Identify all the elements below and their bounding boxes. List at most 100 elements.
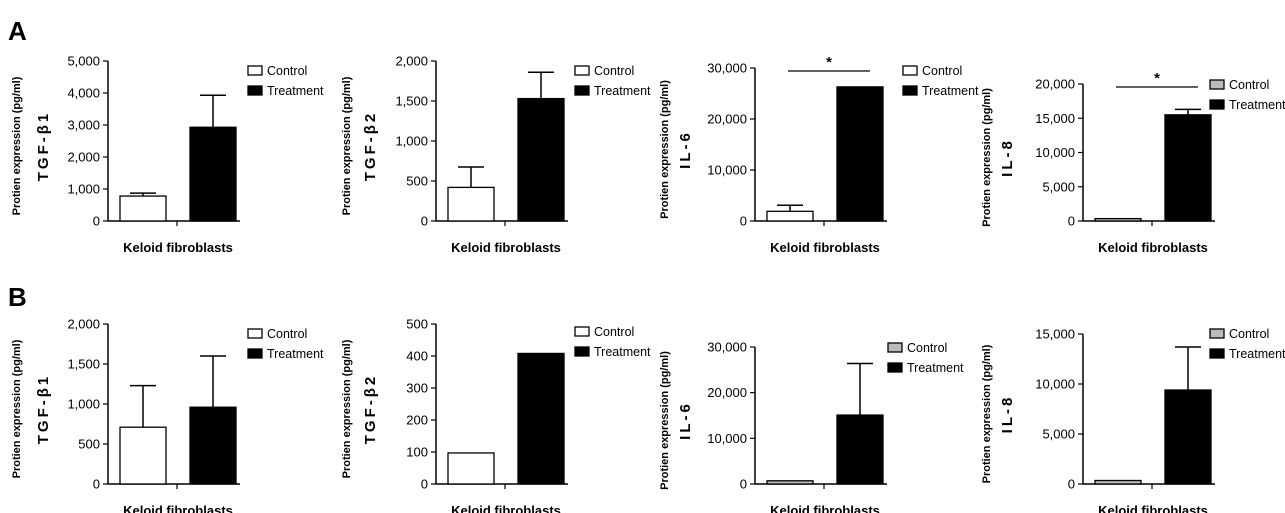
legend-label-treatment: Treatment — [922, 84, 979, 98]
legend-label-control: Control — [922, 64, 962, 78]
legend-label-control: Control — [267, 64, 307, 78]
y-tick-label: 10,000 — [1035, 145, 1075, 160]
y-tick-label: 20,000 — [707, 112, 747, 127]
y-tick-label: 20,000 — [707, 385, 747, 400]
y-tick-label: 200 — [406, 413, 428, 428]
y-tick-label: 10,000 — [707, 431, 747, 446]
y-axis-label: Protien expression (pg/ml) — [659, 351, 671, 490]
y-tick-label: 0 — [421, 477, 428, 492]
y-tick-label: 4,000 — [67, 86, 100, 101]
legend-label-treatment: Treatment — [907, 361, 964, 375]
y-axis-label: Protien expression (pg/ml) — [981, 88, 993, 227]
bar-control — [1094, 217, 1142, 222]
y-tick-label: 400 — [406, 349, 428, 364]
y-tick-label: 2,000 — [395, 54, 428, 69]
charts: 0 1,000 2,000 3,000 4,000 5,000 Keloid fibrobl… — [11, 54, 1285, 513]
bar-control — [119, 195, 167, 222]
y-tick-label: 100 — [406, 445, 428, 460]
legend-swatch-treatment — [1209, 99, 1225, 110]
bar-treatment — [189, 406, 237, 485]
y-tick-label: 5,000 — [1042, 427, 1075, 442]
y-tick-label: 500 — [406, 174, 428, 189]
y-axis-sublabel: TGF-β1 — [35, 111, 52, 182]
legend-swatch-control — [902, 65, 918, 76]
y-axis-label: Protien expression (pg/ml) — [659, 80, 671, 219]
y-axis-label: Protien expression (pg/ml) — [11, 339, 23, 478]
y-tick-label: 500 — [78, 437, 100, 452]
y-axis-sublabel: IL-8 — [999, 138, 1016, 177]
y-tick-label: 0 — [1068, 477, 1075, 492]
y-tick-label: 1,000 — [67, 182, 100, 197]
legend-swatch-control — [247, 328, 263, 339]
legend-label-treatment: Treatment — [1229, 98, 1285, 112]
x-axis-label: Keloid fibroblasts — [1098, 503, 1208, 513]
legend-swatch-treatment — [574, 85, 590, 96]
y-tick-label: 300 — [406, 381, 428, 396]
y-tick-label: 1,500 — [395, 94, 428, 109]
y-tick-label: 2,000 — [67, 317, 100, 332]
bar-control — [447, 186, 495, 222]
y-axis-label: Protien expression (pg/ml) — [981, 344, 993, 483]
legend-swatch-treatment — [902, 85, 918, 96]
legend-label-treatment: Treatment — [267, 347, 324, 361]
y-tick-label: 0 — [1068, 214, 1075, 229]
chart-a-1: 0 1,000 2,000 3,000 4,000 5,000 Keloid fibrobl… — [11, 54, 324, 256]
bar-control — [119, 426, 167, 485]
y-tick-label: 3,000 — [67, 118, 100, 133]
bar-treatment — [517, 352, 565, 485]
x-axis-label: Keloid fibroblasts — [770, 240, 880, 255]
bar-treatment — [189, 126, 237, 222]
y-tick-label: 30,000 — [707, 61, 747, 76]
y-axis-sublabel: IL-6 — [677, 130, 694, 169]
x-axis-label: Keloid fibroblasts — [1098, 240, 1208, 255]
y-axis-sublabel: TGF-β2 — [362, 374, 379, 445]
y-tick-label: 5,000 — [67, 54, 100, 69]
y-tick-label: 15,000 — [1035, 111, 1075, 126]
y-tick-label: 1,000 — [67, 397, 100, 412]
bar-treatment — [1164, 114, 1212, 222]
legend-label-control: Control — [1229, 327, 1269, 341]
y-tick-label: 10,000 — [707, 163, 747, 178]
y-axis-sublabel: TGF-β1 — [35, 374, 52, 445]
bar-control — [766, 480, 814, 485]
y-tick-label: 0 — [740, 477, 747, 492]
legend-label-control: Control — [594, 325, 634, 339]
legend-swatch-control — [1209, 79, 1225, 90]
y-tick-label: 0 — [93, 214, 100, 229]
y-tick-label: 2,000 — [67, 150, 100, 165]
y-axis-sublabel: TGF-β2 — [362, 111, 379, 182]
legend-swatch-treatment — [1209, 348, 1225, 359]
bar-treatment — [1164, 389, 1212, 485]
chart-b-2: 0 100 200 300 400 500 Keloid fibroblasts Protie… — [341, 317, 651, 513]
legend-label-control: Control — [594, 64, 634, 78]
bar-treatment — [836, 414, 884, 485]
y-tick-label: 1,500 — [67, 357, 100, 372]
legend-label-treatment: Treatment — [594, 84, 651, 98]
y-axis-label: Protien expression (pg/ml) — [11, 76, 23, 215]
legend-swatch-treatment — [887, 362, 903, 373]
chart-a-2: 0 500 1,000 1,500 2,000 Keloid fibroblasts Pro… — [341, 54, 651, 256]
y-tick-label: 0 — [421, 214, 428, 229]
bar-control — [447, 452, 495, 485]
significance-marker: * — [1154, 70, 1160, 87]
y-tick-label: 1,000 — [395, 134, 428, 149]
y-axis-sublabel: IL-6 — [677, 401, 694, 440]
legend-swatch-control — [887, 342, 903, 353]
legend-swatch-control — [574, 65, 590, 76]
legend-label-control: Control — [267, 327, 307, 341]
legend-label-control: Control — [907, 341, 947, 355]
y-axis-label: Protien expression (pg/ml) — [341, 339, 353, 478]
chart-a-4: 0 5,000 10,000 15,000 20,000 * Keloid fibrobla… — [981, 70, 1285, 255]
y-tick-label: 0 — [93, 477, 100, 492]
x-axis-label: Keloid fibroblasts — [451, 503, 561, 513]
x-axis-label: Keloid fibroblasts — [123, 240, 233, 255]
panel-label-a: A — [8, 16, 27, 46]
legend-swatch-treatment — [247, 348, 263, 359]
bar-control — [766, 210, 814, 222]
x-axis-label: Keloid fibroblasts — [770, 503, 880, 513]
bar-treatment — [836, 86, 884, 222]
legend-label-control: Control — [1229, 78, 1269, 92]
y-tick-label: 30,000 — [707, 340, 747, 355]
bar-treatment — [517, 97, 565, 222]
